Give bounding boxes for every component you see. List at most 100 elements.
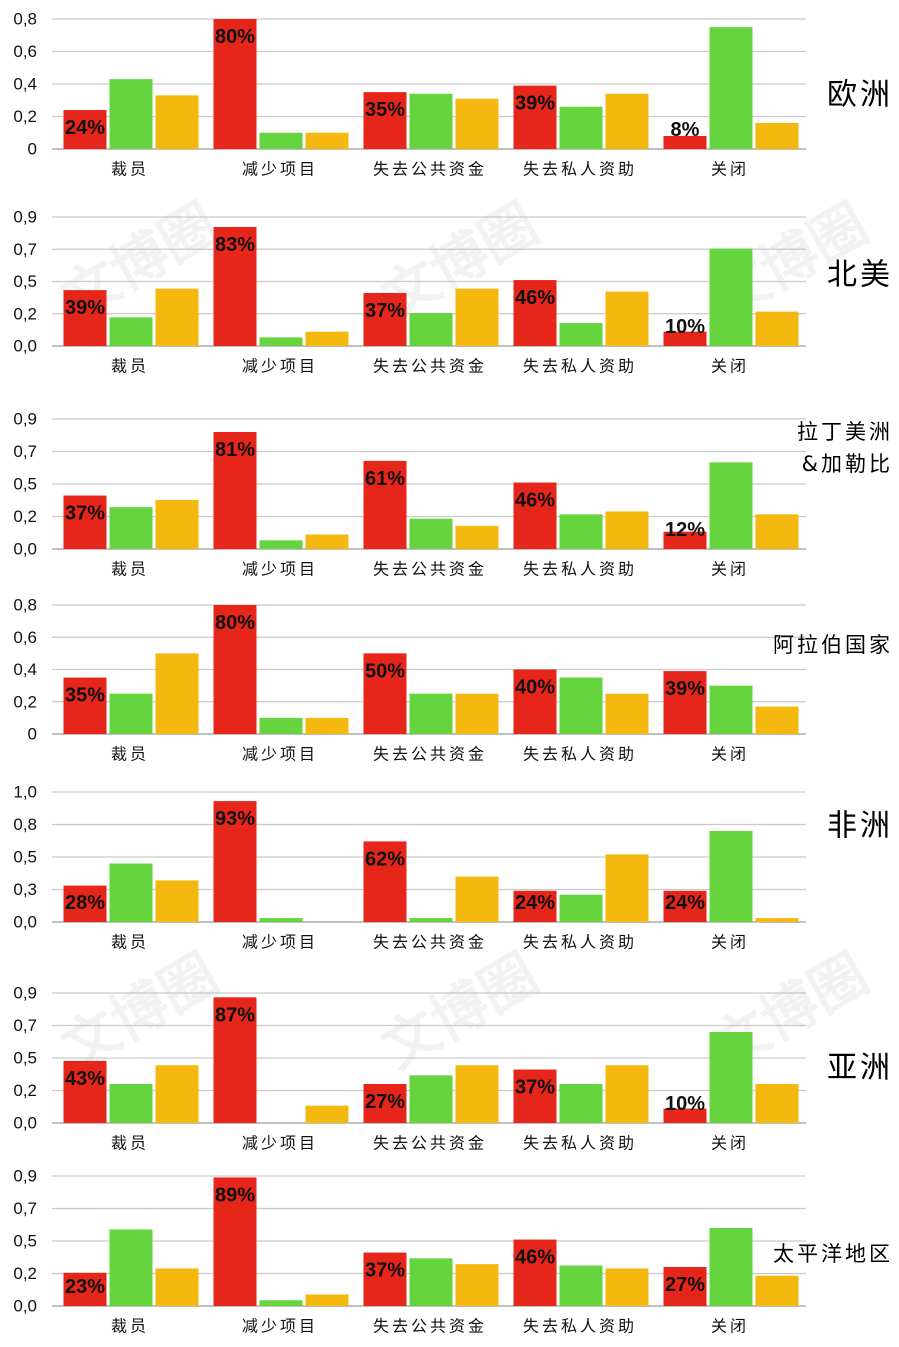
x-category-label: 失去私人资助 (523, 560, 637, 579)
bar-series-1 (63, 677, 107, 734)
bar-series-2 (259, 1300, 303, 1306)
bar-series-3 (755, 514, 799, 549)
bar-series-2 (559, 677, 603, 734)
bar-series-1 (363, 292, 407, 346)
bar-series-3 (305, 717, 349, 734)
chart-panel: 0 0,2 0,4 0,6 0,8 24% 80% 35% 39% 8% 裁员 减少项目 失去公共资金 失… (13, 10, 890, 179)
y-tick-label: 0,5 (13, 475, 37, 494)
bar-series-2 (409, 693, 453, 734)
bar-data-label: 39% (515, 93, 555, 115)
bar-series-3 (605, 854, 649, 922)
bar-series-3 (305, 534, 349, 549)
bar-series-2 (409, 918, 453, 922)
region-label: 拉丁美洲 (797, 420, 893, 444)
bar-series-3 (605, 93, 649, 149)
bar-series-2 (109, 1084, 153, 1123)
x-category-label: 裁员 (111, 560, 149, 579)
region-label: 亚洲 (827, 1051, 893, 1086)
bar-series-1 (663, 1108, 707, 1123)
bar-series-2 (259, 918, 303, 922)
y-tick-label: 1,0 (13, 783, 37, 802)
y-tick-label: 0,7 (13, 240, 37, 259)
bar-series-1 (363, 460, 407, 549)
bar-series-2 (409, 1258, 453, 1306)
bar-series-2 (709, 248, 753, 346)
bar-data-label: 46% (515, 287, 555, 309)
y-tick-label: 0,0 (13, 540, 37, 559)
bar-series-3 (455, 288, 499, 346)
y-tick-label: 0,7 (13, 1016, 37, 1035)
chart-panel: 0,0 0,2 0,5 0,7 0,9 39% 83% 37% 46% 10% 裁员 减少项目 失去公共… (13, 208, 890, 376)
bar-data-label: 10% (665, 316, 705, 338)
bar-series-2 (109, 1229, 153, 1306)
bar-data-label: 12% (665, 519, 705, 541)
bar-series-1 (513, 85, 557, 149)
bar-series-3 (455, 525, 499, 549)
bar-series-3 (605, 291, 649, 346)
bar-series-1 (513, 280, 557, 346)
bar-data-label: 89% (215, 1184, 255, 1206)
y-tick-label: 0,8 (13, 10, 37, 29)
bar-data-label: 35% (365, 99, 405, 121)
y-tick-label: 0,2 (13, 1264, 37, 1283)
bar-series-1 (63, 1060, 107, 1123)
bar-series-3 (155, 1268, 199, 1306)
bar-series-1 (213, 19, 257, 149)
bar-series-2 (409, 1075, 453, 1123)
bar-series-1 (513, 890, 557, 922)
bar-series-1 (663, 331, 707, 346)
bar-series-2 (709, 1032, 753, 1123)
bar-series-1 (663, 671, 707, 734)
bar-data-label: 24% (665, 892, 705, 914)
x-category-label: 裁员 (111, 160, 149, 179)
bar-data-label: 24% (65, 117, 105, 139)
y-tick-label: 0,2 (13, 1081, 37, 1100)
bar-series-3 (455, 98, 499, 149)
x-category-label: 失去公共资金 (373, 560, 487, 579)
bar-series-3 (155, 499, 199, 549)
x-category-label: 失去公共资金 (373, 745, 487, 764)
x-category-label: 关闭 (711, 1134, 749, 1153)
region-label: &加勒比 (802, 452, 893, 476)
y-tick-label: 0,9 (13, 208, 37, 227)
bar-series-1 (63, 110, 107, 149)
bar-series-3 (755, 311, 799, 346)
bar-series-2 (259, 132, 303, 149)
y-tick-label: 0,2 (13, 507, 37, 526)
bar-series-2 (259, 337, 303, 346)
y-tick-label: 0,5 (13, 272, 37, 291)
bar-data-label: 40% (515, 677, 555, 699)
x-category-label: 减少项目 (242, 1134, 318, 1153)
bar-series-2 (559, 1084, 603, 1123)
bar-series-2 (559, 1265, 603, 1306)
y-tick-label: 0,0 (13, 913, 37, 932)
bar-series-3 (755, 1275, 799, 1306)
bar-series-1 (513, 669, 557, 734)
bar-series-1 (63, 290, 107, 346)
bar-series-2 (559, 323, 603, 346)
bar-series-1 (63, 885, 107, 922)
bar-series-2 (109, 79, 153, 149)
bar-series-2 (709, 1228, 753, 1306)
bar-series-1 (363, 1252, 407, 1306)
bar-data-label: 37% (515, 1077, 555, 1099)
bar-series-2 (559, 894, 603, 922)
bar-series-1 (213, 227, 257, 346)
y-tick-label: 0,7 (13, 1199, 37, 1218)
bar-series-2 (559, 106, 603, 149)
bar-series-3 (305, 1105, 349, 1123)
x-category-label: 减少项目 (242, 560, 318, 579)
y-tick-label: 0,5 (13, 1232, 37, 1251)
bar-series-1 (213, 605, 257, 734)
bar-series-1 (513, 1239, 557, 1306)
bar-series-3 (755, 706, 799, 734)
bar-series-1 (213, 432, 257, 549)
bar-series-1 (513, 1069, 557, 1123)
x-category-label: 减少项目 (242, 1317, 318, 1336)
x-category-label: 关闭 (711, 745, 749, 764)
chart-panel: 0,0 0,3 0,5 0,8 1,0 28% 93% 62% 24% 24% 裁员 减少项目 失去公共… (13, 783, 890, 952)
x-category-label: 关闭 (711, 160, 749, 179)
x-category-label: 失去私人资助 (523, 933, 637, 952)
bar-series-1 (663, 531, 707, 549)
bar-data-label: 24% (515, 892, 555, 914)
